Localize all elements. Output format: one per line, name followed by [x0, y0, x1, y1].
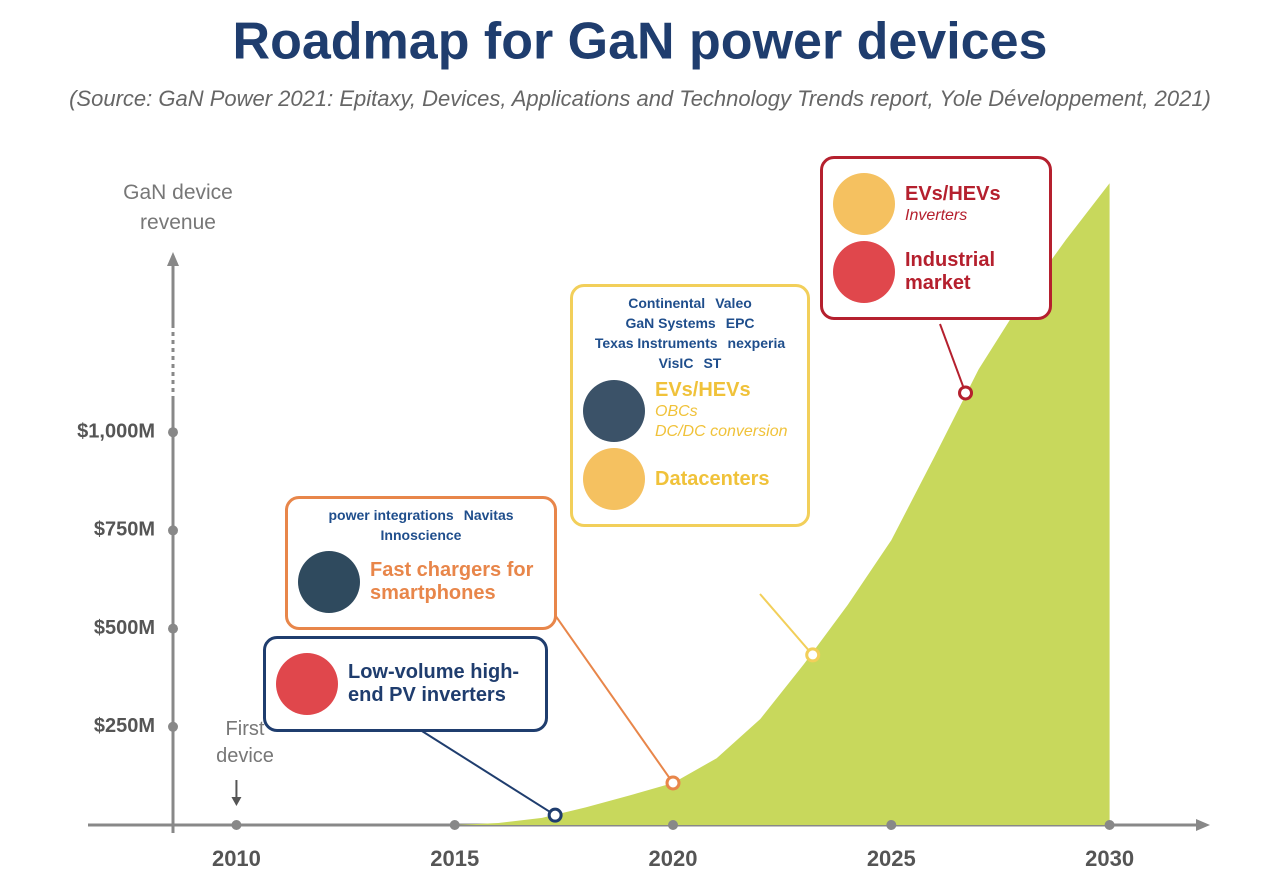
- chart-title: Roadmap for GaN power devices: [233, 13, 1048, 71]
- icon: [583, 379, 645, 442]
- item-subtitle: OBCs: [655, 403, 698, 420]
- company-logo: ST: [703, 355, 722, 371]
- item-title: Industrial market: [905, 249, 996, 294]
- company-logo: Navitas: [463, 507, 514, 523]
- icon: [276, 653, 338, 715]
- item-subtitle: Inverters: [905, 206, 968, 224]
- item-subtitle: DC/DC conversion: [655, 423, 788, 440]
- callout: Low-volume high-end PV inverters: [263, 636, 548, 732]
- x-axis-arrow: [1196, 819, 1210, 831]
- logo-row: power integrations Navitas Innoscience: [298, 507, 544, 543]
- y-tick-label: $750M: [94, 519, 155, 541]
- item-title: EVs/HEVs: [655, 379, 751, 401]
- item-text: EVs/HEVs Inverters: [905, 183, 1001, 226]
- company-logo: Continental: [628, 295, 706, 311]
- item-title: Fast chargers for smartphones: [370, 559, 534, 604]
- y-tick: [168, 623, 178, 634]
- callout-item: Industrial market: [833, 241, 1039, 303]
- y-axis-label: GaN device revenue: [123, 181, 233, 234]
- x-tick: [449, 820, 460, 830]
- company-logo: power integrations: [328, 507, 454, 523]
- x-tick-label: 2020: [649, 846, 698, 871]
- y-tick: [168, 427, 178, 438]
- company-logo: Innoscience: [380, 527, 462, 543]
- icon: [833, 241, 895, 303]
- item-title: Datacenters: [655, 467, 770, 490]
- leader-line: [554, 614, 674, 784]
- x-tick-label: 2010: [212, 846, 261, 871]
- company-logo: GaN Systems: [625, 315, 716, 331]
- callout-item: EVs/HEVs Inverters: [833, 173, 1039, 235]
- item-text: Datacenters: [655, 468, 770, 491]
- y-tick-label: $500M: [94, 617, 155, 639]
- x-tick-label: 2030: [1085, 846, 1134, 871]
- x-tick: [231, 820, 242, 830]
- callout-item: Fast chargers for smartphones: [298, 551, 544, 613]
- company-logo: nexperia: [727, 335, 786, 351]
- callout-item: EVs/HEVs OBCs DC/DC conversion: [583, 379, 797, 442]
- item-title: Low-volume high-end PV inverters: [348, 661, 520, 706]
- company-logo: VisIC: [658, 355, 694, 371]
- y-tick: [168, 525, 178, 536]
- first-device-label: First device: [216, 718, 274, 767]
- y-axis-arrow: [167, 252, 179, 266]
- callout-item: Low-volume high-end PV inverters: [276, 653, 535, 715]
- icon: [833, 173, 895, 235]
- first-device-arrowhead: [231, 797, 242, 806]
- x-tick-label: 2025: [867, 846, 916, 871]
- milestone-marker: [958, 385, 974, 401]
- icon: [298, 551, 360, 613]
- x-tick: [886, 820, 897, 830]
- item-text: Industrial market: [905, 249, 1039, 295]
- item-text: Low-volume high-end PV inverters: [348, 661, 535, 707]
- icon: [583, 448, 645, 510]
- logo-row: Continental Valeo GaN Systems EPC Texas Inst…: [583, 295, 797, 371]
- callout: Continental Valeo GaN Systems EPC Texas Inst…: [570, 284, 810, 527]
- company-logo: EPC: [725, 315, 755, 331]
- y-tick-label: $1,000M: [77, 421, 155, 443]
- y-tick: [168, 721, 178, 732]
- item-title: EVs/HEVs: [905, 182, 1001, 205]
- milestone-marker: [665, 775, 681, 791]
- x-tick: [668, 820, 679, 830]
- item-text: Fast chargers for smartphones: [370, 559, 544, 605]
- milestone-marker: [805, 647, 821, 663]
- leader-line: [759, 593, 814, 656]
- company-logo: Texas Instruments: [594, 335, 718, 351]
- chart-subtitle: (Source: GaN Power 2021: Epitaxy, Device…: [69, 86, 1211, 111]
- callout-item: Datacenters: [583, 448, 797, 510]
- callout: power integrations Navitas Innoscience Fast…: [285, 496, 557, 630]
- company-logo: Valeo: [715, 295, 752, 311]
- revenue-area: [454, 183, 1110, 825]
- item-text: EVs/HEVs OBCs DC/DC conversion: [655, 379, 787, 442]
- y-tick-label: $250M: [94, 715, 155, 737]
- leader-line: [939, 323, 967, 394]
- x-tick: [1104, 820, 1115, 830]
- callout: EVs/HEVs Inverters Industrial market: [820, 156, 1052, 320]
- x-tick-label: 2015: [430, 846, 479, 871]
- milestone-marker: [547, 807, 563, 823]
